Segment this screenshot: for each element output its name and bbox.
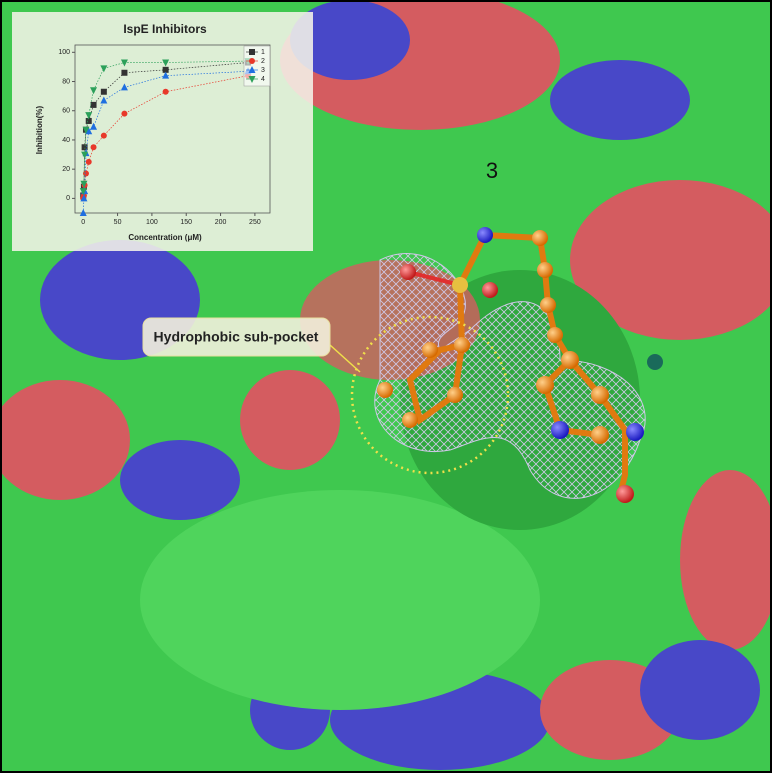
legend-label: 4	[261, 76, 265, 83]
x-tick-label: 250	[249, 219, 261, 226]
x-axis-label: Concentration (μM)	[128, 233, 202, 242]
point	[163, 89, 169, 95]
legend-label: 2	[261, 58, 265, 65]
y-tick-label: 20	[62, 166, 70, 173]
inset-chart: IspE Inhibitors Concentration (μM) Inhib…	[12, 12, 313, 251]
point	[121, 111, 127, 117]
legend-marker	[249, 58, 255, 64]
point	[101, 133, 107, 139]
compound-label: 3	[486, 158, 498, 183]
y-tick-label: 40	[62, 137, 70, 144]
y-tick-label: 100	[58, 49, 70, 56]
x-tick-label: 0	[81, 219, 85, 226]
chart-title: IspE Inhibitors	[123, 22, 207, 36]
point	[86, 159, 92, 165]
legend-label: 1	[261, 49, 265, 56]
x-tick-label: 200	[215, 219, 227, 226]
y-tick-label: 0	[66, 195, 70, 202]
y-tick-label: 80	[62, 78, 70, 85]
y-tick-label: 60	[62, 108, 70, 115]
point	[101, 89, 107, 95]
point	[91, 144, 97, 150]
point	[91, 102, 97, 108]
y-axis-label: Inhibition(%)	[35, 105, 44, 154]
point	[121, 70, 127, 76]
x-tick-label: 50	[114, 219, 122, 226]
legend-marker	[249, 49, 255, 55]
x-tick-label: 100	[146, 219, 158, 226]
legend-label: 3	[261, 67, 265, 74]
x-tick-label: 150	[180, 219, 192, 226]
pocket-label: Hydrophobic sub-pocket	[154, 329, 319, 345]
figure: Hydrophobic sub-pocket 3 IspE Inhibitors…	[0, 0, 772, 773]
